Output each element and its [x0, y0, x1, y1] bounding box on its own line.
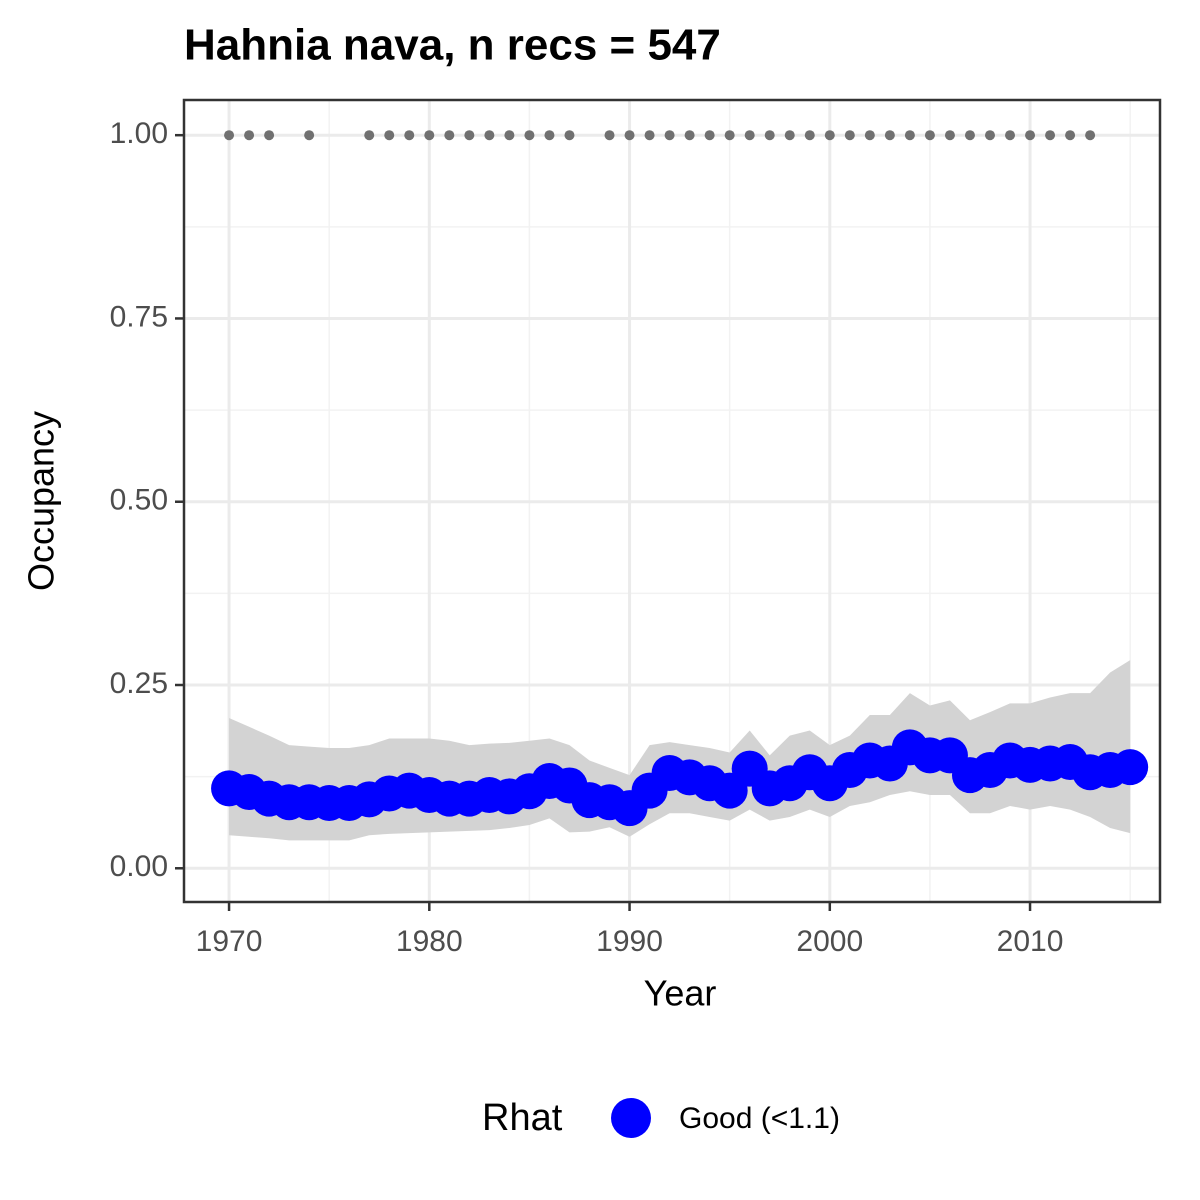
legend-title: Rhat [482, 1097, 563, 1139]
observation-point [844, 130, 855, 141]
observation-point [964, 130, 975, 141]
observation-point [304, 130, 315, 141]
legend-marker [611, 1098, 651, 1138]
observation-point [1085, 130, 1096, 141]
observation-point [564, 130, 575, 141]
observation-point [704, 130, 715, 141]
observation-point [924, 130, 935, 141]
x-tick-label: 1980 [396, 925, 463, 958]
observation-point [1045, 130, 1056, 141]
observation-point [544, 130, 555, 141]
observation-point [624, 130, 635, 141]
x-axis-title: Year [644, 973, 717, 1014]
observation-point [1005, 130, 1016, 141]
x-tick-label: 1990 [596, 925, 663, 958]
observation-point [504, 130, 515, 141]
x-tick-label: 2010 [997, 925, 1064, 958]
chart-title: Hahnia nava, n recs = 547 [184, 21, 721, 70]
observation-point [424, 130, 435, 141]
observation-point [604, 130, 615, 141]
observation-point [244, 130, 255, 141]
observation-point [904, 130, 915, 141]
y-tick-label: 1.00 [110, 117, 168, 150]
observation-point [644, 130, 655, 141]
y-tick-label: 0.25 [110, 667, 168, 700]
observation-point [1025, 130, 1036, 141]
observation-point [384, 130, 395, 141]
observation-point [664, 130, 675, 141]
observation-point [864, 130, 875, 141]
observation-point [264, 130, 275, 141]
observation-point [884, 130, 895, 141]
x-tick-label: 2000 [796, 925, 863, 958]
observation-point [484, 130, 495, 141]
observation-point [464, 130, 475, 141]
x-tick-label: 1970 [196, 925, 263, 958]
observation-point [824, 130, 835, 141]
observation-point [804, 130, 815, 141]
data-point [1112, 749, 1149, 786]
observation-point [1065, 130, 1076, 141]
observation-point [984, 130, 995, 141]
observation-point [684, 130, 695, 141]
observation-point [444, 130, 455, 141]
y-axis-title: Occupancy [21, 411, 62, 591]
observation-point [524, 130, 535, 141]
observation-point [944, 130, 955, 141]
legend-label: Good (<1.1) [679, 1102, 840, 1135]
observation-point [724, 130, 735, 141]
observation-point [764, 130, 775, 141]
observation-point [404, 130, 415, 141]
y-tick-label: 0.75 [110, 300, 168, 333]
y-tick-label: 0.00 [110, 850, 168, 883]
y-tick-label: 0.50 [110, 484, 168, 517]
observation-point [364, 130, 375, 141]
observation-point [224, 130, 235, 141]
observation-point [744, 130, 755, 141]
observation-point [784, 130, 795, 141]
